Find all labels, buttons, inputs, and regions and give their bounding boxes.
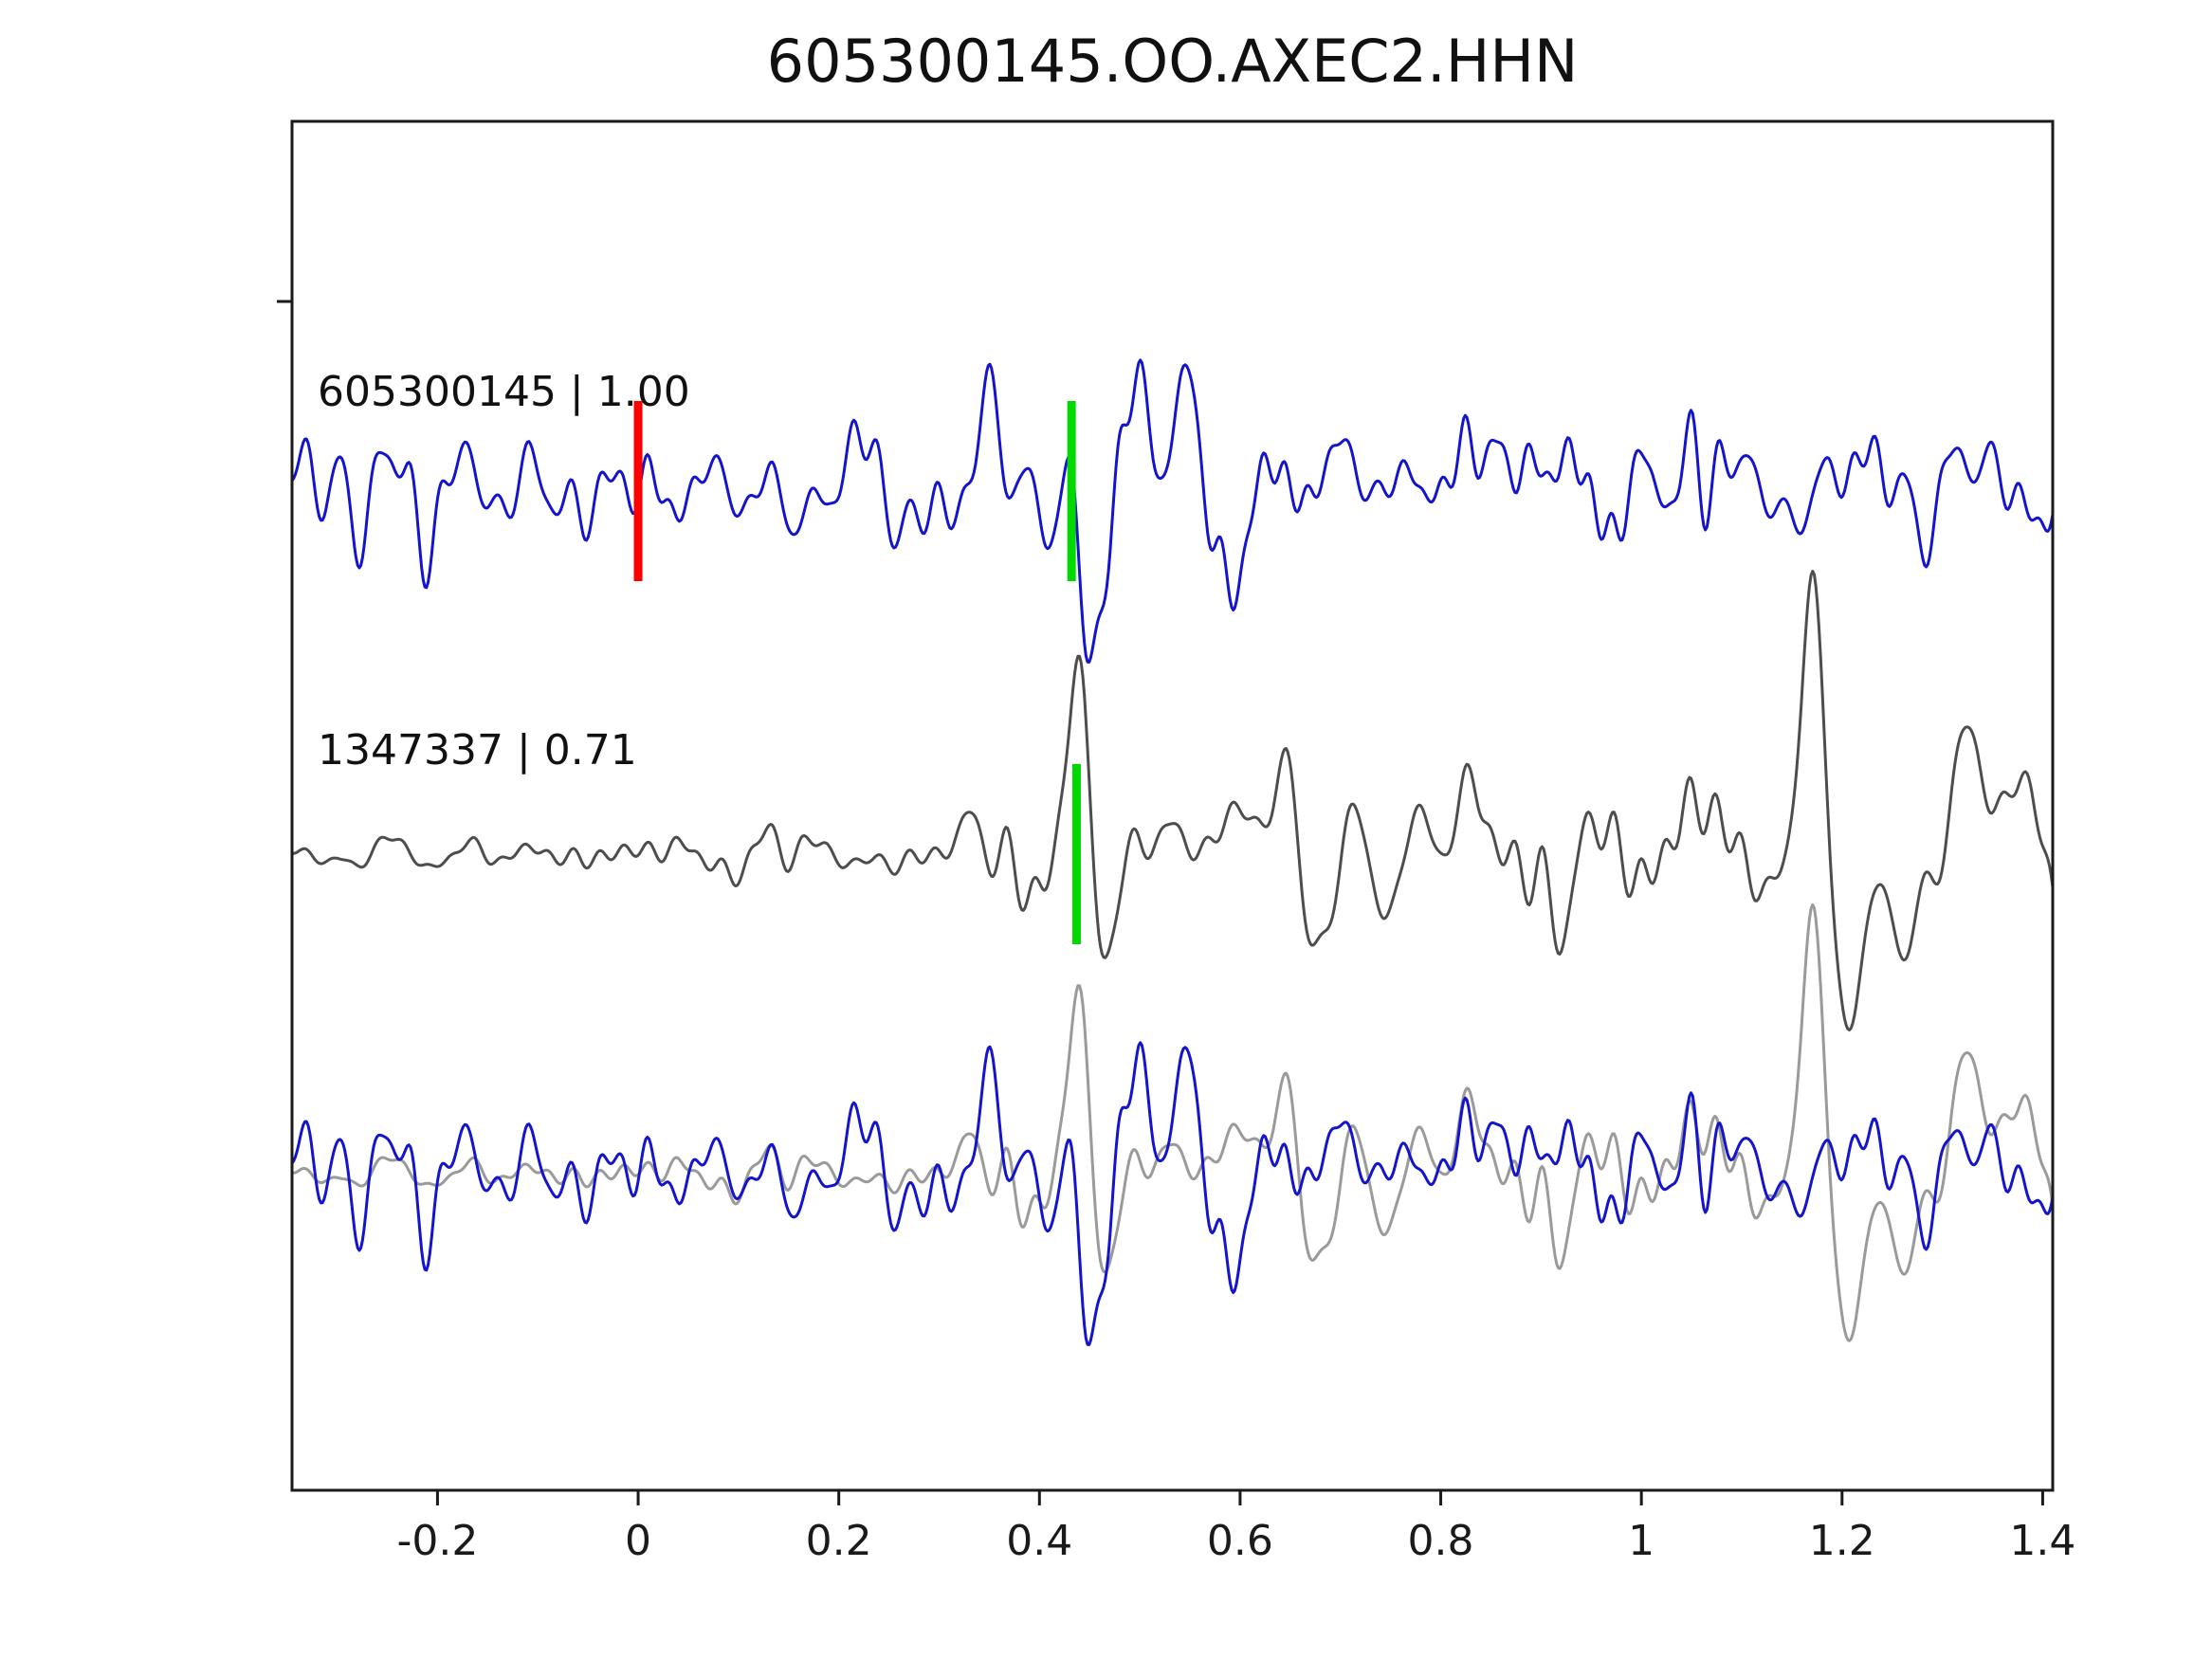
trace-label-detection: 1347337 | 0.71	[318, 726, 637, 775]
x-tick-label: 0.6	[1207, 1517, 1273, 1565]
x-tick-label: 1.2	[1809, 1517, 1875, 1565]
x-tick-label: 0.4	[1006, 1517, 1072, 1565]
x-tick-label: -0.2	[396, 1517, 478, 1565]
x-tick-label: 0.8	[1408, 1517, 1474, 1565]
x-tick-label: 0	[625, 1517, 651, 1565]
waveform-detection-detection-trace	[292, 570, 2053, 1031]
axis-box	[290, 119, 2055, 1492]
waveform-overlay-detection-trace	[292, 902, 2053, 1342]
trace-label-template: 605300145 | 1.00	[318, 368, 690, 416]
x-tick-label: 1	[1628, 1517, 1654, 1565]
waveform-template-template-trace	[292, 358, 2053, 664]
x-tick-label: 0.2	[806, 1517, 872, 1565]
chart-title: 605300145.OO.AXEC2.HHN	[766, 27, 1579, 96]
waveform-overlay-template-trace	[292, 1041, 2053, 1346]
x-tick-label: 1.4	[2009, 1517, 2075, 1565]
